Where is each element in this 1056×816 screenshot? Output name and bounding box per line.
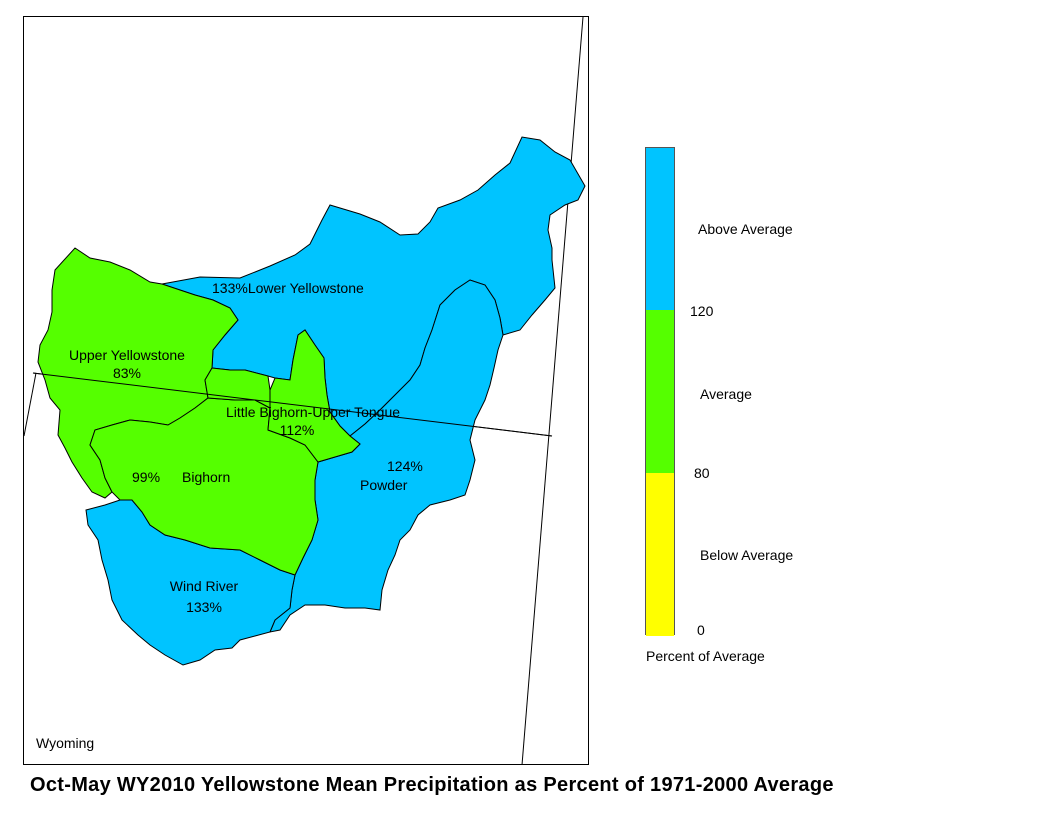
label-lower-yellowstone: 133%Lower Yellowstone xyxy=(212,280,364,296)
percent-bighorn: 99% xyxy=(132,469,161,485)
legend-swatch-above xyxy=(646,148,674,310)
legend-color-bar xyxy=(645,147,675,636)
state-label: Wyoming xyxy=(36,735,95,751)
legend-caption: Percent of Average xyxy=(646,648,765,664)
state-boundary-west xyxy=(23,372,37,437)
legend-label-average: Average xyxy=(700,386,752,402)
label-upper-yellowstone: Upper Yellowstone 83% xyxy=(54,347,200,381)
legend-tick-120: 120 xyxy=(690,303,714,319)
name-little-bighorn-upper-tongue: Little Bighorn-Upper Tongue xyxy=(225,404,401,420)
legend-tick-80: 80 xyxy=(694,465,710,481)
state-boundary-north-overlay xyxy=(32,372,553,437)
name-lower-yellowstone: Lower Yellowstone xyxy=(247,280,364,296)
name-powder: Powder xyxy=(360,477,408,493)
percent-little-bighorn-upper-tongue: 112% xyxy=(279,422,315,438)
percent-upper-yellowstone: 83% xyxy=(112,365,142,381)
name-bighorn: Bighorn xyxy=(182,469,231,485)
percent-wind-river: 133% xyxy=(186,599,222,615)
basin-bighorn[interactable] xyxy=(89,397,319,576)
legend-swatch-below xyxy=(646,473,674,636)
legend-label-above: Above Average xyxy=(698,221,793,237)
percent-powder: 124% xyxy=(387,458,423,474)
legend-swatch-average xyxy=(646,310,674,473)
label-wind-river: Wind River 133% xyxy=(156,578,252,615)
state-boundary-east xyxy=(521,16,584,766)
legend-label-below: Below Average xyxy=(700,547,794,563)
name-upper-yellowstone: Upper Yellowstone xyxy=(69,347,185,363)
basin-little-bighorn-upper-tongue[interactable] xyxy=(204,329,361,463)
percent-lower-yellowstone: 133% xyxy=(212,280,248,296)
map-title: Oct-May WY2010 Yellowstone Mean Precipit… xyxy=(30,774,834,796)
legend-tick-0: 0 xyxy=(697,622,705,638)
label-little-bighorn-upper-tongue: Little Bighorn-Upper Tongue 112% xyxy=(196,404,430,438)
name-wind-river: Wind River xyxy=(169,578,239,594)
